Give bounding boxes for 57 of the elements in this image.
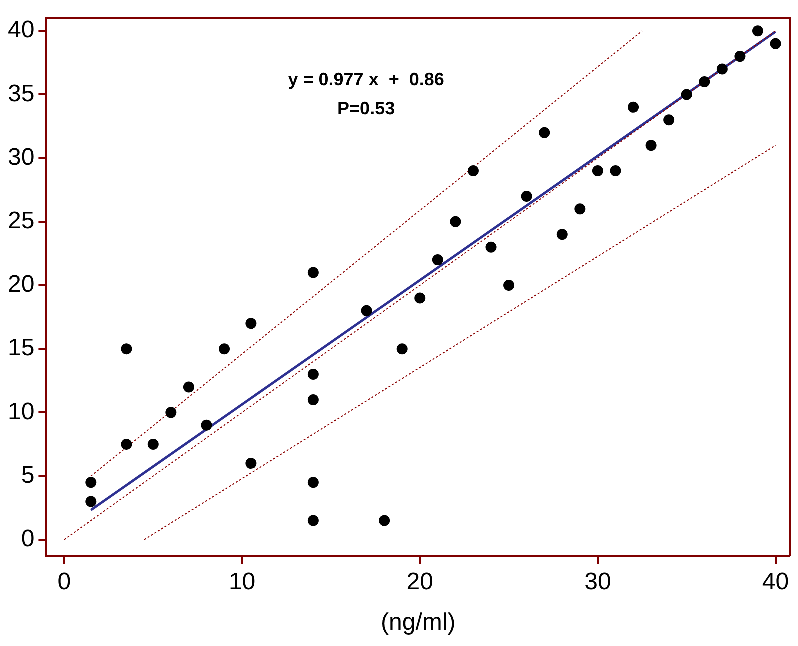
point (219, 344, 230, 355)
annotation: y = 0.977 x + 0.86 (288, 69, 444, 90)
point (716, 64, 728, 75)
point (734, 51, 746, 62)
y-tick-label: 15 (8, 334, 35, 362)
point (770, 38, 782, 50)
point (450, 216, 462, 228)
point (183, 382, 194, 393)
point (246, 458, 257, 470)
x-tick-label: 30 (584, 568, 612, 596)
x-tick-label: 40 (762, 568, 790, 596)
point (610, 166, 622, 177)
y-tick-label: 40 (8, 16, 35, 44)
point (361, 305, 372, 316)
annotation: P=0.53 (338, 98, 396, 118)
point (432, 254, 444, 266)
x-tick-label: 10 (228, 568, 256, 596)
x-tick-label: 20 (406, 568, 434, 596)
point (308, 394, 319, 406)
point (681, 89, 692, 100)
point (414, 292, 426, 304)
y-tick-label: 0 (21, 525, 35, 552)
point (308, 369, 319, 380)
point (646, 140, 657, 152)
point (628, 102, 640, 113)
point (574, 204, 586, 215)
point (201, 420, 212, 431)
point (308, 267, 319, 278)
point (121, 344, 132, 355)
point (379, 515, 390, 526)
point (699, 76, 710, 88)
y-tick-label: 5 (21, 462, 35, 489)
point (556, 229, 568, 240)
point (86, 496, 97, 508)
point (121, 438, 132, 450)
point (521, 190, 532, 202)
point (752, 26, 764, 37)
point (592, 166, 604, 177)
point (468, 166, 479, 177)
point (148, 438, 159, 450)
point (539, 127, 550, 138)
point (504, 280, 515, 291)
x-axis-title: (ng/ml) (381, 609, 456, 636)
y-tick-label: 20 (8, 271, 35, 298)
point (396, 344, 408, 355)
point (86, 477, 97, 488)
y-tick-label: 35 (8, 80, 35, 108)
point (308, 515, 319, 526)
x-tick-label: 0 (58, 568, 72, 596)
point (166, 407, 177, 418)
point (486, 242, 497, 253)
y-tick-label: 25 (8, 208, 35, 235)
point (246, 318, 257, 330)
y-tick-label: 10 (8, 398, 35, 426)
point (308, 477, 319, 488)
y-tick-label: 30 (8, 144, 35, 171)
point (664, 114, 675, 126)
